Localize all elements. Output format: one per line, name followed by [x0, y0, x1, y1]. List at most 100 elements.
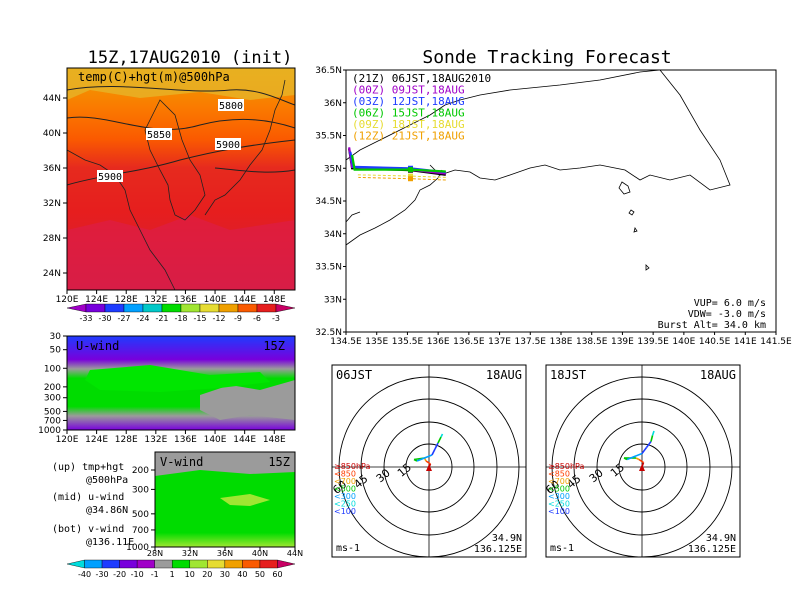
u-wind-green-region [85, 365, 270, 392]
colorbar-label: -10 [131, 570, 144, 579]
x-tick-label: 36N [217, 549, 233, 558]
colorbar-label: -6 [253, 314, 261, 323]
track-marker [408, 173, 413, 179]
u-wind-title: U-wind [76, 339, 119, 353]
hodograph-legend-entry: <300 [334, 492, 356, 501]
island-izu [618, 181, 631, 195]
contour-label-box [218, 99, 244, 111]
temp-map-x-ticks: 120E 124E 128E 132E 136E 140E 144E 148E [56, 290, 286, 305]
y-tick-label: 32.5N [315, 328, 342, 338]
contour-label-box [215, 138, 241, 150]
y-tick-label: 500 [132, 510, 149, 520]
x-tick-label: 141E [734, 337, 757, 347]
x-tick-label: 140E [204, 295, 227, 305]
x-tick-label: 135E [365, 337, 388, 347]
v-wind-panel: V-wind 15Z 28N 32N 36N 40N 44N 200 300 500 700 1… [66, 451, 303, 579]
wind-colorbar: -40 -30 -20 -10 -1 1 10 20 30 40 50 60 [66, 559, 296, 579]
colorbar-label: -40 [78, 570, 91, 579]
y-tick-label: 1000 [126, 543, 149, 553]
colorbar-label: 10 [185, 570, 195, 579]
x-tick-label: 120E [56, 295, 79, 305]
colorbar-swatch [237, 303, 258, 313]
hodograph-legend-entry: <100 [334, 507, 356, 516]
y-tick-label: 28N [43, 234, 61, 244]
hodograph-lon: 136.125E [474, 544, 522, 555]
coastline-shikoku [345, 211, 361, 223]
colorbar-label: -12 [212, 314, 225, 323]
legend-entry: (06Z) 15JST,18AUG [352, 107, 465, 120]
hodograph-lat: 34.9N [492, 533, 522, 544]
hodograph-trace-segment [645, 441, 652, 448]
track-map-panel: 134.5E 135E 135.5E 136E 136.5E 137E 137.5E 138E… [315, 66, 792, 347]
hodograph-lat: 34.9N [706, 533, 736, 544]
x-tick-label: 136E [174, 435, 197, 445]
island-small [633, 227, 638, 233]
hodograph-date: 18AUG [700, 368, 736, 382]
x-tick-label: 144E [233, 295, 256, 305]
x-tick-label: 137.5E [515, 337, 547, 347]
hodograph-legend-entry: <500 [334, 485, 356, 494]
hodograph-legend-entry: ≥850hPa [548, 462, 585, 471]
track-x-ticks: 134.5E 135E 135.5E 136E 136.5E 137E 137.5E 138E… [330, 332, 792, 347]
colorbar-label: -15 [193, 314, 206, 323]
hodograph-legend-entry: ≥850hPa [334, 462, 371, 471]
hodograph-trace-segment [626, 452, 643, 461]
hodograph-lon: 136.125E [688, 544, 736, 555]
colorbar-swatch [154, 559, 173, 569]
temp-map-frame [66, 67, 296, 291]
x-tick-label: 132E [144, 295, 167, 305]
x-tick-label: 120E [56, 435, 79, 445]
hodograph-trace-segment [440, 433, 444, 438]
y-tick-label: 200 [132, 466, 149, 476]
y-tick-label: 100 [44, 364, 61, 374]
u-wind-time: 15Z [263, 339, 285, 353]
hodograph-trace-segment [437, 436, 442, 444]
colorbar-label: 40 [237, 570, 247, 579]
y-tick-label: 34N [324, 230, 342, 240]
hodograph-trace-segment [635, 457, 640, 461]
hodograph-trace-segment [651, 430, 655, 436]
v-wind-title: V-wind [160, 455, 203, 469]
hodograph-legend-entry: <300 [548, 492, 570, 501]
warm-patch [67, 215, 295, 290]
hodograph-legend-entry: <850 [548, 470, 570, 479]
colorbar-swatch [218, 303, 239, 313]
note-line: (mid) u-wind [52, 492, 124, 503]
colorbar-label: -1 [151, 570, 159, 579]
track-map-frame [345, 69, 777, 333]
u-wind-panel: U-wind 15Z 120E 124E 128E 132E 136E 140E 144E 1… [38, 332, 296, 445]
y-tick-label: 35.5N [315, 132, 342, 142]
hodograph-legend-entry: <700 [548, 477, 570, 486]
colorbar-swatch [259, 559, 278, 569]
hodograph-trace-segment [623, 457, 628, 461]
v-wind-yellow-region [220, 494, 270, 506]
coastline-korea [144, 99, 206, 221]
y-tick-label: 44N [43, 94, 61, 104]
coastline-china [66, 149, 176, 291]
hodograph-legend-entry: <100 [548, 507, 570, 516]
colorbar-label: -30 [96, 570, 109, 579]
hodograph-trace-segment [650, 435, 654, 442]
colorbar-label: 20 [202, 570, 212, 579]
x-tick-label: 140.5E [699, 337, 731, 347]
colorbar-label: 60 [272, 570, 282, 579]
v-wind-time: 15Z [268, 455, 290, 469]
contour-label: 5900 [216, 140, 240, 151]
note-line: @34.86N [86, 505, 128, 516]
y-tick-label: 36N [324, 99, 342, 109]
x-tick-label: 137E [488, 337, 511, 347]
note-line: (up) tmp+hgt [52, 462, 124, 473]
colorbar-swatch [142, 303, 163, 313]
island-small [628, 209, 635, 216]
contour-label: 5900 [98, 172, 122, 183]
colorbar-label: -27 [117, 314, 130, 323]
y-tick-label: 700 [44, 416, 61, 426]
u-wind-frame [66, 335, 296, 431]
colorbar-swatch [189, 559, 208, 569]
hodograph-date: 18AUG [486, 368, 522, 382]
x-tick-label: 138E [550, 337, 573, 347]
note-line: @136.11E [86, 537, 134, 548]
hodograph-time: 18JST [550, 368, 586, 382]
colorbar-swatch [172, 559, 190, 569]
contour-label-box [146, 128, 172, 140]
